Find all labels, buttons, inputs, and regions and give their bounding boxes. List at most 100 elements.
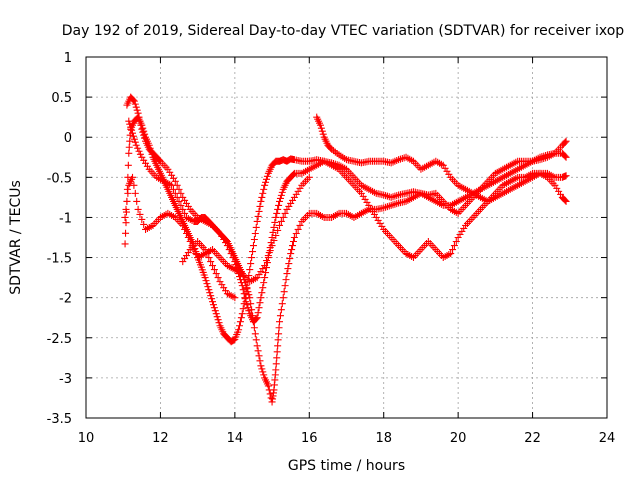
series-arc-4 bbox=[121, 173, 313, 286]
data-point-marker bbox=[179, 221, 187, 229]
data-point-marker bbox=[561, 196, 569, 204]
data-point-marker bbox=[275, 324, 283, 332]
data-point-marker bbox=[249, 312, 257, 320]
data-point-marker bbox=[391, 192, 399, 200]
data-point-marker bbox=[236, 318, 244, 326]
data-point-marker bbox=[222, 287, 230, 295]
data-point-marker bbox=[374, 216, 382, 224]
data-point-marker bbox=[289, 196, 297, 204]
data-point-marker bbox=[210, 304, 218, 312]
data-point-marker bbox=[287, 250, 295, 258]
data-point-marker bbox=[274, 226, 282, 234]
data-point-marker bbox=[203, 280, 211, 288]
data-point-marker bbox=[449, 246, 457, 254]
data-point-marker bbox=[296, 221, 304, 229]
x-tick-label: 18 bbox=[375, 431, 392, 446]
data-point-marker bbox=[256, 202, 264, 210]
data-point-marker bbox=[184, 249, 192, 257]
y-tick-label: 0 bbox=[64, 131, 72, 146]
data-point-marker bbox=[443, 167, 451, 175]
data-point-marker bbox=[186, 238, 194, 246]
y-tick-label: -3 bbox=[59, 372, 72, 387]
data-point-marker bbox=[274, 205, 282, 213]
data-point-marker bbox=[253, 342, 261, 350]
data-point-marker bbox=[272, 360, 280, 368]
y-tick-label: -2 bbox=[59, 292, 72, 307]
data-point-marker bbox=[561, 138, 569, 146]
data-point-marker bbox=[562, 172, 570, 180]
data-point-marker bbox=[285, 202, 293, 210]
series-arc-1 bbox=[121, 113, 570, 346]
y-tick-label: 0.5 bbox=[51, 91, 72, 106]
data-point-marker bbox=[247, 300, 255, 308]
data-point-marker bbox=[132, 141, 140, 149]
data-point-marker bbox=[140, 131, 148, 139]
data-point-marker bbox=[266, 247, 274, 255]
data-point-marker bbox=[175, 197, 183, 205]
data-point-marker bbox=[131, 138, 139, 146]
data-point-marker bbox=[136, 210, 144, 218]
data-point-marker bbox=[255, 271, 263, 279]
data-point-marker bbox=[387, 201, 395, 209]
data-point-marker bbox=[249, 242, 257, 250]
data-point-marker bbox=[287, 199, 295, 207]
data-point-marker bbox=[249, 248, 257, 256]
data-point-marker bbox=[201, 246, 209, 254]
data-point-marker bbox=[202, 277, 210, 285]
data-point-marker bbox=[268, 242, 276, 250]
data-point-marker bbox=[264, 252, 272, 260]
data-point-marker bbox=[177, 201, 185, 209]
data-point-marker bbox=[393, 192, 401, 200]
data-point-marker bbox=[131, 100, 139, 108]
data-point-marker bbox=[305, 173, 313, 181]
data-point-marker bbox=[211, 307, 219, 315]
data-point-marker bbox=[284, 265, 292, 273]
x-tick-label: 12 bbox=[152, 431, 169, 446]
data-point-marker bbox=[562, 137, 570, 145]
data-point-marker bbox=[262, 175, 270, 183]
data-point-marker bbox=[239, 305, 247, 313]
data-point-marker bbox=[130, 135, 138, 143]
data-point-marker bbox=[274, 336, 282, 344]
data-point-marker bbox=[248, 306, 256, 314]
data-point-marker bbox=[248, 254, 256, 262]
y-tick-label: -2.5 bbox=[47, 332, 72, 347]
data-point-marker bbox=[294, 225, 302, 233]
data-point-marker bbox=[231, 294, 239, 302]
data-point-marker bbox=[141, 134, 149, 142]
data-point-marker bbox=[555, 187, 563, 195]
data-point-marker bbox=[250, 236, 258, 244]
data-point-marker bbox=[214, 274, 222, 282]
data-point-marker bbox=[168, 171, 176, 179]
data-point-marker bbox=[245, 291, 253, 299]
data-point-marker bbox=[184, 202, 192, 210]
data-point-marker bbox=[125, 117, 133, 125]
data-point-marker bbox=[279, 294, 287, 302]
data-point-marker bbox=[253, 217, 261, 225]
data-point-marker bbox=[285, 260, 293, 268]
data-point-marker bbox=[125, 149, 133, 157]
data-point-marker bbox=[209, 301, 217, 309]
data-point-marker bbox=[275, 330, 283, 338]
data-point-marker bbox=[129, 132, 137, 140]
data-point-marker bbox=[181, 225, 189, 233]
axis-ticks bbox=[85, 56, 608, 419]
data-point-marker bbox=[278, 188, 286, 196]
data-point-marker bbox=[216, 278, 224, 286]
data-point-marker bbox=[456, 230, 464, 238]
y-tick-label: -3.5 bbox=[47, 412, 72, 427]
data-point-marker bbox=[208, 295, 216, 303]
data-point-marker bbox=[251, 330, 259, 338]
data-point-marker bbox=[460, 224, 468, 232]
data-point-marker bbox=[276, 221, 284, 229]
series-arc-6 bbox=[313, 113, 570, 205]
data-point-marker bbox=[288, 246, 296, 254]
data-point-marker bbox=[254, 347, 262, 355]
data-point-marker bbox=[283, 205, 291, 213]
data-point-marker bbox=[138, 215, 146, 223]
data-point-marker bbox=[129, 129, 137, 137]
data-point-marker bbox=[361, 195, 369, 203]
data-point-marker bbox=[209, 298, 217, 306]
data-points bbox=[121, 93, 570, 406]
data-point-marker bbox=[181, 209, 189, 217]
